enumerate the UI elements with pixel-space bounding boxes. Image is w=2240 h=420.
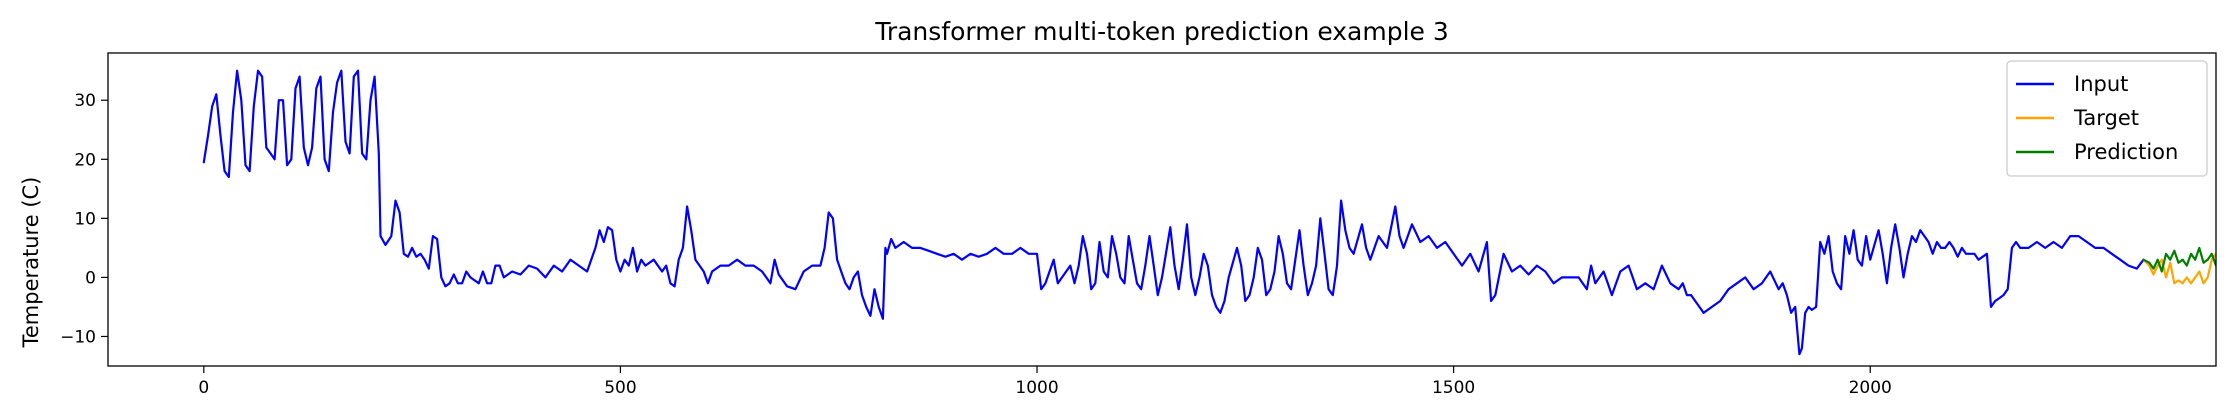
series-lines [202,69,2216,356]
legend-label-input: Input [2074,72,2128,96]
y-tick-label: 20 [74,150,96,170]
x-tick-label: 0 [198,378,209,398]
plot-frame [107,52,2217,367]
x-axis: 0 500 1000 1500 2000 [198,366,1892,398]
y-axis: −10 0 10 20 30 [60,91,108,347]
x-tick-label: 500 [604,378,636,398]
legend: Input Target Prediction [2006,60,2208,177]
y-tick-label: 10 [74,209,96,229]
chart-title: Transformer multi-token prediction examp… [874,17,1449,46]
y-tick-label: 0 [85,268,96,288]
x-tick-label: 2000 [1849,378,1892,398]
legend-label-target: Target [2073,106,2139,130]
series-line-prediction [2142,246,2216,273]
legend-label-prediction: Prediction [2074,140,2178,164]
legend-frame [2006,60,2208,177]
x-tick-label: 1000 [1015,378,1058,398]
x-tick-label: 1500 [1432,378,1475,398]
y-axis-label: Temperature (C) [19,177,43,349]
series-line-input [202,69,2145,356]
y-tick-label: 30 [74,91,96,111]
series-line-target [2142,252,2216,285]
plot-area [107,52,2217,367]
y-tick-label: −10 [60,327,96,347]
